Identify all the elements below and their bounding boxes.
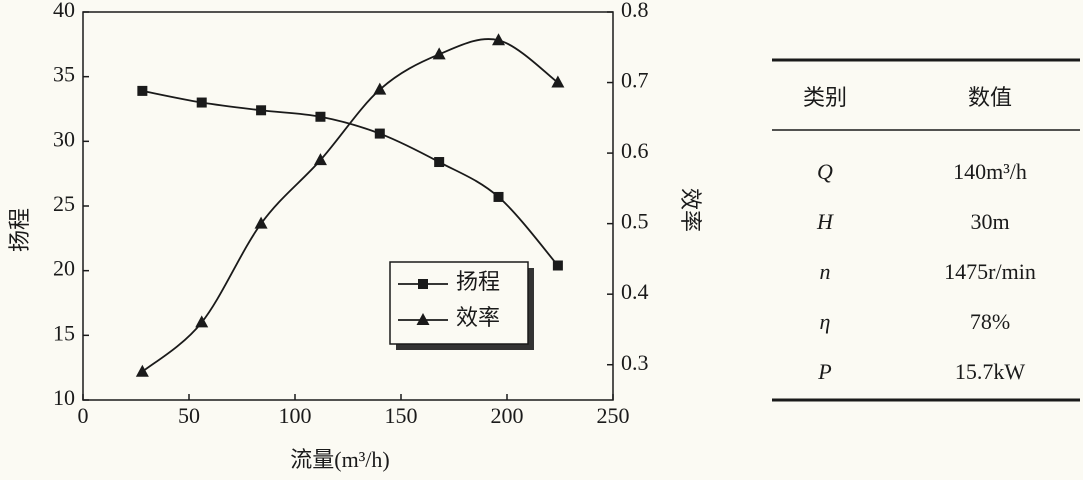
y2-tick-label: 0.4 [621, 279, 649, 304]
y2-tick-label: 0.7 [621, 68, 649, 93]
y-tick-label: 30 [53, 126, 75, 151]
marker [254, 216, 268, 229]
marker [315, 111, 326, 122]
table-header: 类别 [803, 85, 847, 110]
y2-axis-label: 效率 [678, 188, 703, 232]
table-value: 1475r/min [944, 259, 1036, 284]
table-value: 15.7kW [955, 359, 1026, 384]
table-header: 数值 [968, 85, 1012, 110]
y2-tick-label: 0.5 [621, 209, 649, 234]
y-axis-label: 扬程 [7, 208, 32, 252]
table-value: 30m [970, 209, 1009, 234]
marker [313, 153, 327, 166]
series-line [142, 90, 559, 267]
y2-tick-label: 0.8 [621, 0, 649, 22]
table-symbol: Q [817, 159, 833, 184]
marker [196, 97, 207, 108]
x-tick-label: 150 [385, 403, 418, 428]
marker [373, 82, 387, 95]
y2-tick-label: 0.6 [621, 138, 649, 163]
y-tick-label: 10 [53, 385, 75, 410]
legend [389, 261, 529, 345]
y-tick-label: 35 [53, 62, 75, 87]
marker [135, 364, 149, 377]
marker [256, 105, 267, 116]
marker [551, 75, 565, 88]
table-symbol: P [817, 359, 831, 384]
legend-label: 效率 [456, 305, 500, 330]
y-tick-label: 25 [53, 191, 75, 216]
marker [493, 191, 504, 202]
marker [552, 260, 563, 271]
marker [374, 128, 385, 139]
y2-tick-label: 0.3 [621, 350, 649, 375]
x-tick-label: 50 [178, 403, 200, 428]
table-value: 140m³/h [953, 159, 1027, 184]
y-tick-label: 40 [53, 0, 75, 22]
x-tick-label: 250 [597, 403, 630, 428]
x-tick-label: 0 [78, 403, 89, 428]
table-symbol: n [820, 259, 831, 284]
x-axis-label: 流量(m³/h) [290, 447, 389, 472]
marker [416, 313, 430, 325]
marker [137, 85, 148, 96]
marker [432, 47, 446, 60]
marker [418, 279, 428, 289]
legend-label: 扬程 [456, 269, 500, 294]
x-tick-label: 100 [279, 403, 312, 428]
y-tick-label: 20 [53, 256, 75, 281]
x-tick-label: 200 [491, 403, 524, 428]
marker [195, 315, 209, 328]
marker [492, 33, 506, 46]
table-value: 78% [970, 309, 1010, 334]
table-symbol: η [820, 309, 831, 334]
marker [434, 157, 445, 168]
series-line [141, 38, 559, 373]
table-symbol: H [816, 209, 834, 234]
y-tick-label: 15 [53, 320, 75, 345]
